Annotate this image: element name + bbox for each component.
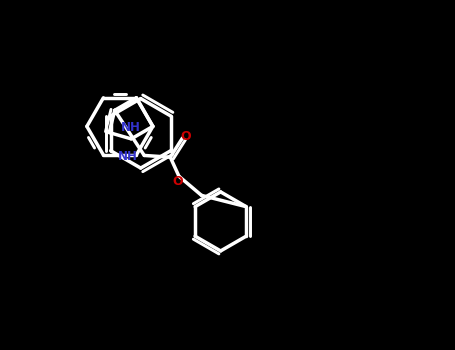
Text: NH: NH (121, 121, 141, 134)
Text: NH: NH (118, 150, 138, 163)
Text: O: O (181, 130, 191, 143)
Text: O: O (172, 175, 183, 188)
